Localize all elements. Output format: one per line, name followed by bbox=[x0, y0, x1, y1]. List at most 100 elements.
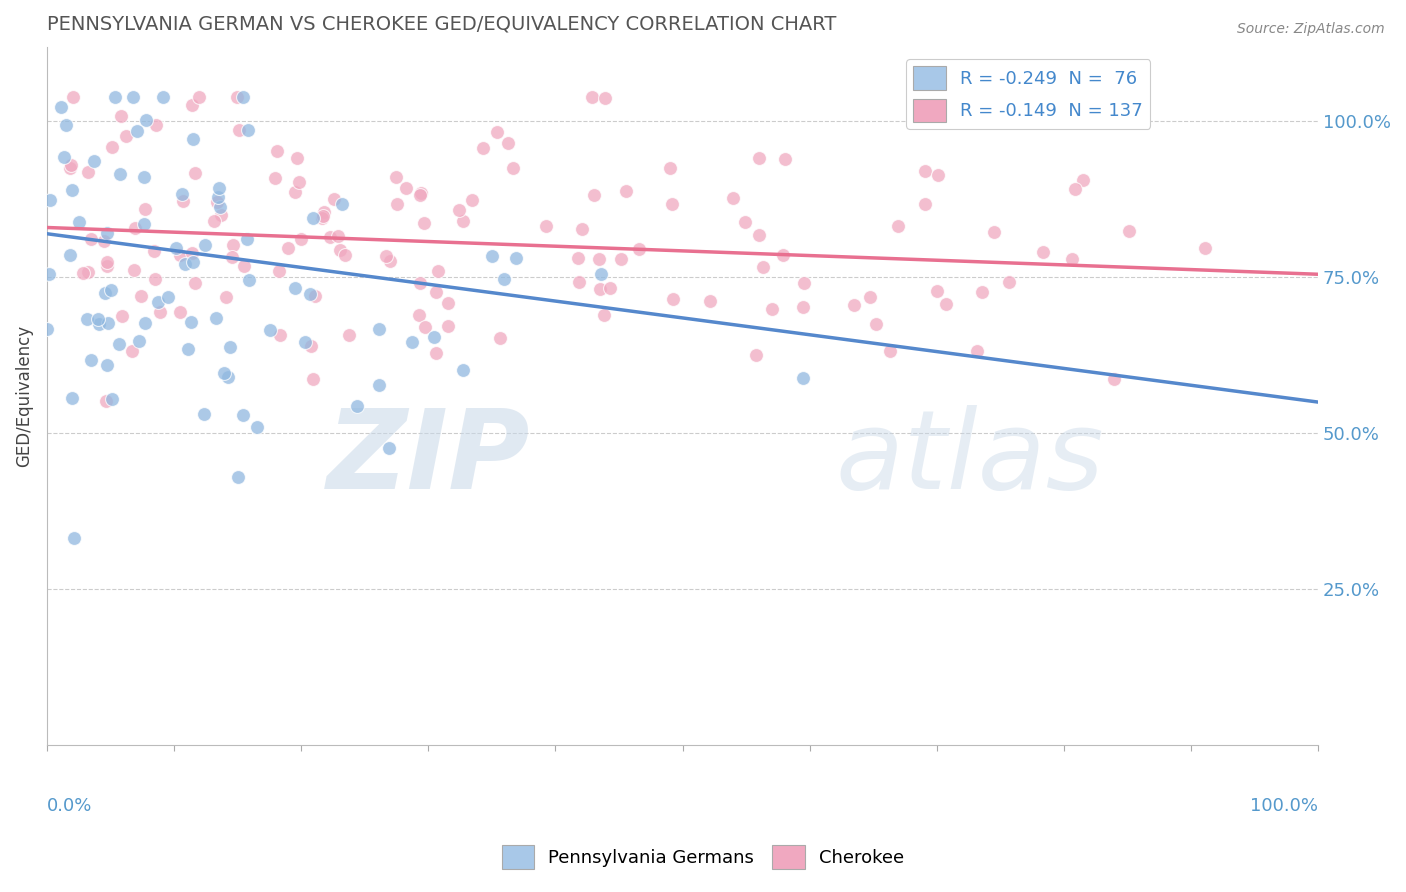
Point bbox=[423, 330, 446, 344]
Point bbox=[232, 259, 254, 273]
Point bbox=[299, 287, 322, 301]
Point bbox=[1118, 224, 1140, 238]
Point bbox=[567, 275, 589, 289]
Point bbox=[582, 187, 605, 202]
Point bbox=[588, 252, 610, 267]
Point bbox=[60, 391, 83, 405]
Point bbox=[534, 219, 557, 233]
Point bbox=[659, 161, 682, 176]
Point bbox=[226, 89, 249, 103]
Point bbox=[284, 185, 307, 199]
Point bbox=[55, 119, 77, 133]
Point bbox=[427, 263, 450, 277]
Point bbox=[188, 90, 211, 104]
Point bbox=[172, 194, 194, 208]
Point bbox=[181, 254, 204, 268]
Point bbox=[294, 334, 316, 349]
Point bbox=[481, 249, 503, 263]
Point bbox=[59, 161, 82, 175]
Point bbox=[793, 276, 815, 290]
Point bbox=[486, 125, 509, 139]
Point bbox=[285, 151, 308, 165]
Point bbox=[215, 290, 238, 304]
Point bbox=[263, 170, 285, 185]
Point bbox=[592, 309, 614, 323]
Point bbox=[425, 285, 447, 300]
Point bbox=[145, 118, 167, 132]
Point bbox=[232, 89, 254, 103]
Point bbox=[121, 89, 143, 103]
Point bbox=[145, 271, 167, 285]
Point bbox=[114, 128, 136, 143]
Point bbox=[87, 312, 110, 326]
Point bbox=[699, 293, 721, 308]
Point bbox=[311, 211, 333, 226]
Point bbox=[380, 253, 402, 268]
Legend: Pennsylvania Germans, Cherokee: Pennsylvania Germans, Cherokee bbox=[495, 838, 911, 876]
Point bbox=[127, 123, 149, 137]
Point bbox=[333, 248, 356, 262]
Point bbox=[314, 204, 336, 219]
Point bbox=[209, 208, 232, 222]
Point bbox=[966, 343, 988, 358]
Point bbox=[627, 242, 650, 256]
Point bbox=[180, 97, 202, 112]
Point bbox=[259, 323, 281, 337]
Point bbox=[792, 371, 814, 385]
Point bbox=[77, 165, 100, 179]
Point bbox=[180, 315, 202, 329]
Point bbox=[721, 191, 744, 205]
Point bbox=[269, 263, 291, 277]
Point bbox=[284, 281, 307, 295]
Point bbox=[134, 316, 156, 330]
Point bbox=[143, 244, 166, 258]
Point bbox=[330, 196, 353, 211]
Point bbox=[409, 186, 432, 200]
Point bbox=[202, 214, 225, 228]
Point bbox=[62, 531, 84, 545]
Point bbox=[226, 470, 249, 484]
Point bbox=[378, 441, 401, 455]
Point bbox=[108, 168, 131, 182]
Point bbox=[205, 310, 228, 325]
Point bbox=[236, 232, 259, 246]
Point bbox=[792, 300, 814, 314]
Point bbox=[236, 122, 259, 136]
Point bbox=[80, 232, 103, 246]
Point bbox=[492, 272, 515, 286]
Point bbox=[101, 140, 124, 154]
Point bbox=[745, 348, 768, 362]
Point bbox=[413, 216, 436, 230]
Point bbox=[193, 237, 215, 252]
Point bbox=[132, 170, 155, 185]
Text: 0.0%: 0.0% bbox=[46, 797, 93, 815]
Point bbox=[83, 154, 105, 169]
Point bbox=[184, 166, 207, 180]
Point bbox=[329, 244, 352, 258]
Point bbox=[288, 175, 311, 189]
Point bbox=[447, 202, 470, 217]
Point bbox=[38, 267, 60, 281]
Point bbox=[129, 289, 152, 303]
Point bbox=[304, 289, 326, 303]
Point bbox=[76, 265, 98, 279]
Point bbox=[972, 285, 994, 299]
Point bbox=[208, 181, 231, 195]
Point bbox=[346, 399, 368, 413]
Point bbox=[217, 370, 239, 384]
Text: 100.0%: 100.0% bbox=[1250, 797, 1319, 815]
Point bbox=[614, 184, 637, 198]
Point bbox=[67, 214, 90, 228]
Point bbox=[62, 183, 84, 197]
Point bbox=[35, 322, 58, 336]
Point bbox=[1102, 372, 1125, 386]
Point bbox=[408, 308, 430, 322]
Point bbox=[152, 90, 174, 104]
Point bbox=[39, 194, 62, 208]
Point bbox=[221, 250, 243, 264]
Point bbox=[135, 113, 157, 128]
Point bbox=[662, 292, 685, 306]
Text: Source: ZipAtlas.com: Source: ZipAtlas.com bbox=[1237, 22, 1385, 37]
Point bbox=[748, 228, 770, 243]
Point bbox=[496, 136, 519, 151]
